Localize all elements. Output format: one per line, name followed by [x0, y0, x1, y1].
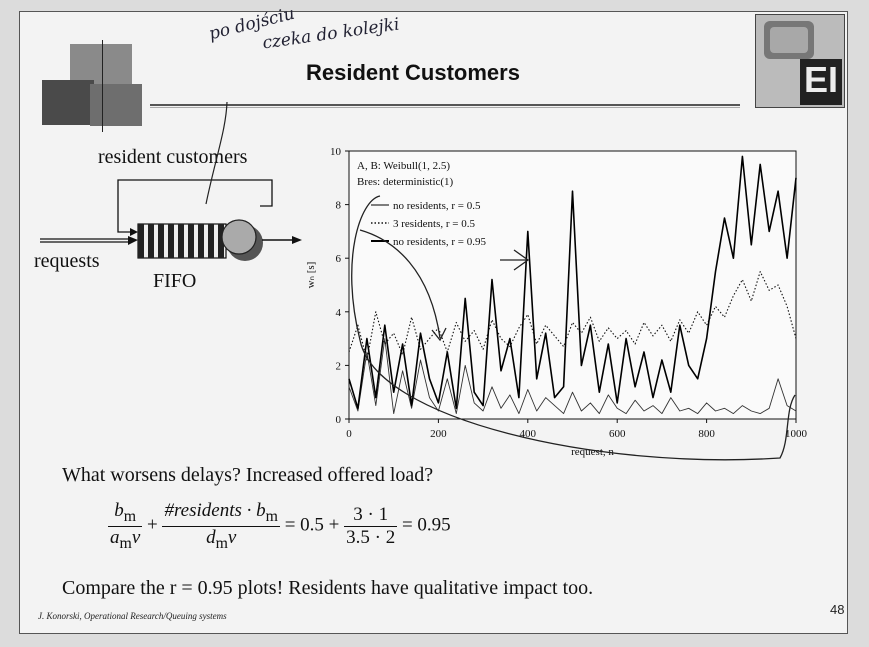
fraction-numeric: 3 · 1 3.5 · 2: [344, 503, 398, 548]
legend-label-1: 3 residents, r = 0.5: [393, 218, 475, 230]
series-line-2: [348, 155, 797, 410]
x-tick-label: 1000: [785, 428, 808, 440]
page-title: Resident Customers: [306, 60, 520, 85]
equals-part-1: = 0.5 +: [284, 514, 340, 536]
handwritten-loop: [351, 195, 796, 461]
y-tick-label: 0: [336, 414, 342, 426]
legend-label-0: no residents, r = 0.5: [393, 200, 481, 212]
resident-customers-label: resident customers: [98, 146, 248, 168]
y-tick-label: 10: [330, 146, 342, 158]
question-text: What worsens delays? Increased offered l…: [62, 464, 434, 486]
page-number: 48: [830, 602, 845, 617]
queue-diagram: [40, 101, 302, 261]
y-tick-label: 8: [336, 200, 342, 212]
requests-label: requests: [34, 250, 100, 272]
y-tick-label: 4: [336, 307, 342, 319]
header-rule: [150, 104, 740, 106]
x-tick-label: 600: [609, 428, 626, 440]
university-emblem: EI: [755, 14, 845, 108]
chart-annotation-0: A, B: Weibull(1, 2.5): [357, 160, 450, 172]
fraction-residents: #residents · bm dmν: [162, 500, 280, 552]
chart-annotation-1: Bres: deterministic(1): [357, 176, 454, 188]
y-axis-label: wₙ [s]: [305, 262, 317, 289]
conclusion-text: Compare the r = 0.95 plots! Residents ha…: [62, 577, 594, 599]
y-tick-label: 6: [336, 253, 342, 265]
series-line-0: [348, 338, 797, 415]
fifo-label: FIFO: [153, 270, 197, 292]
handwritten-arrowhead-2: [513, 249, 530, 271]
x-tick-label: 0: [346, 428, 352, 440]
header-rule-shadow: [150, 107, 740, 108]
fraction-bm-amv: bm amν: [108, 500, 143, 552]
handwritten-arrow-1: [359, 229, 441, 339]
queue-buffer-cells: [138, 224, 224, 258]
x-tick-label: 200: [430, 428, 447, 440]
logo-text: EI: [804, 59, 839, 100]
load-formula: bm amν + #residents · bm dmν = 0.5 + 3 ·…: [108, 500, 451, 553]
x-tick-label: 800: [698, 428, 715, 440]
handwritten-arrowhead-1: [431, 327, 447, 342]
footer-citation: J. Konorski, Operational Research/Queuin…: [38, 611, 227, 621]
equals-part-2: = 0.95: [401, 514, 451, 536]
legend-label-2: no residents, r = 0.95: [393, 236, 486, 248]
slide-decoration: [42, 40, 147, 132]
y-tick-label: 2: [336, 360, 342, 372]
plus-sign: +: [147, 514, 158, 536]
